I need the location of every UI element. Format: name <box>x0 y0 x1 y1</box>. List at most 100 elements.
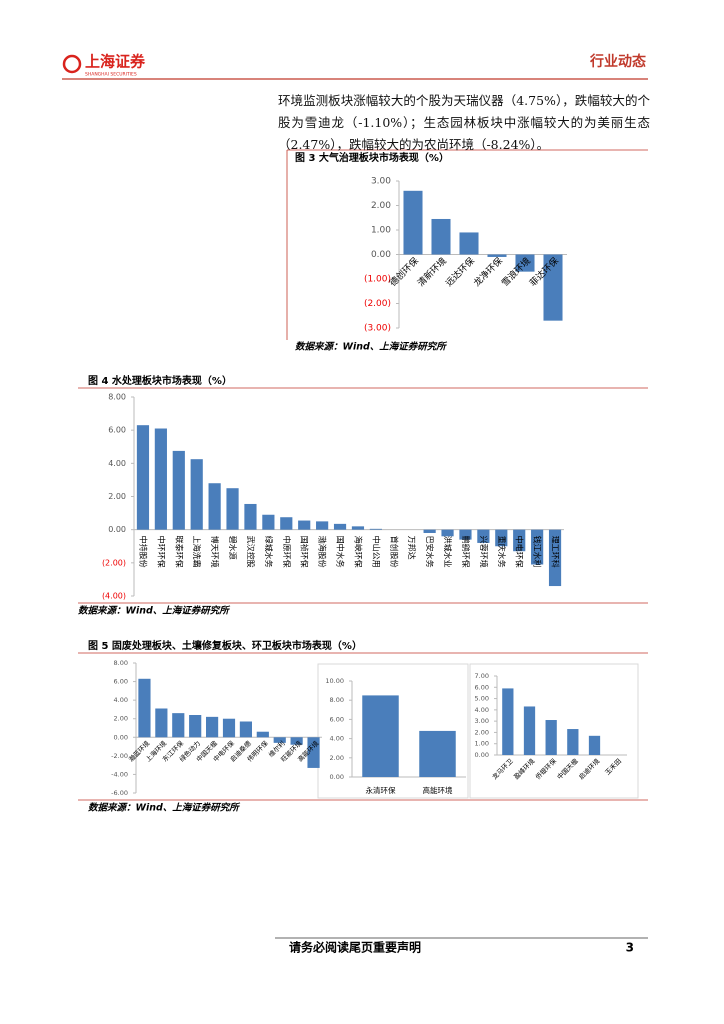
bar <box>403 190 423 255</box>
bar <box>226 488 239 530</box>
x-tick-label: 首创股份 <box>389 536 399 568</box>
x-tick-label: 龙净环保 <box>471 255 505 289</box>
section-title: 行业动态 <box>589 53 646 70</box>
x-tick-label: 联泰环保 <box>174 536 184 568</box>
logo-text: 上海证券 <box>85 53 146 71</box>
y-tick-label: 3.00 <box>371 177 391 187</box>
y-tick-label: 1.00 <box>371 226 391 236</box>
x-tick-label: 国祯环保 <box>300 536 310 568</box>
y-tick-label: 6.00 <box>475 683 489 691</box>
bar <box>298 520 311 530</box>
bar <box>459 529 472 540</box>
bar <box>190 459 203 530</box>
x-tick-label: 国中水务 <box>336 536 346 568</box>
x-tick-label: 洪城水业 <box>443 536 453 568</box>
x-tick-label: 上海洗霸 <box>192 536 202 568</box>
y-tick-label: 4.00 <box>475 706 489 714</box>
bar <box>206 716 219 738</box>
bar <box>477 529 490 543</box>
x-tick-label: 碧水源 <box>228 536 238 560</box>
y-tick-label: 0.00 <box>114 733 128 741</box>
y-tick-label: 2.00 <box>114 715 128 723</box>
bar <box>543 254 563 321</box>
y-tick-label: 8.00 <box>108 393 126 402</box>
logo-icon <box>62 54 82 74</box>
y-tick-label: (2.00) <box>102 558 126 567</box>
y-tick-label: -4.00 <box>111 770 128 778</box>
figure-title: 图 4 水处理板块市场表现（%） <box>88 374 232 387</box>
x-tick-label: 盈峰环境 <box>512 756 537 781</box>
y-tick-label: 0.00 <box>108 525 126 534</box>
page-number: 3 <box>626 941 634 955</box>
bar <box>154 428 167 530</box>
x-tick-label: 中电环保 <box>515 536 525 568</box>
y-tick-label: 6.00 <box>108 426 126 435</box>
y-tick-label: 0.00 <box>371 250 391 260</box>
bar <box>351 526 365 530</box>
x-tick-label: 德创环保 <box>387 255 421 289</box>
x-tick-label: 启迪环境 <box>577 756 602 781</box>
bar <box>256 731 269 738</box>
bar <box>316 521 329 530</box>
y-tick-label: (2.00) <box>364 299 391 309</box>
y-tick-label: (1.00) <box>364 275 391 285</box>
bar <box>495 529 508 547</box>
bar <box>567 729 579 755</box>
bar <box>290 737 303 745</box>
bar <box>545 720 557 755</box>
y-tick-label: 4.00 <box>330 735 344 743</box>
bar <box>523 706 536 755</box>
x-tick-label: 重庆水务 <box>497 536 507 568</box>
x-tick-label: 绿城水务 <box>264 536 274 568</box>
figure-source: 数据来源：Wind、上海证券研究所 <box>295 341 448 353</box>
bar <box>208 483 221 530</box>
x-tick-label: 兴蓉环境 <box>479 536 489 568</box>
bar <box>222 718 236 738</box>
bar <box>588 735 601 755</box>
disclaimer: 请务必阅读尾页重要声明 <box>289 940 421 955</box>
x-tick-label: 武汉控股 <box>246 536 256 568</box>
y-tick-label: 2.00 <box>108 492 126 501</box>
bar <box>423 529 436 533</box>
bar <box>419 730 456 777</box>
bar <box>244 503 257 530</box>
x-tick-label: 龙马环卫 <box>490 756 515 781</box>
x-tick-label: 永清环保 <box>366 785 396 795</box>
body-paragraph: 环境监测板块涨幅较大的个股为天瑞仪器（4.75%），跌幅较大的个股为雪迪龙（-1… <box>278 93 650 152</box>
x-tick-label: 玉禾田 <box>604 757 623 776</box>
y-tick-label: 6.00 <box>330 715 344 723</box>
y-tick-label: -6.00 <box>111 789 128 797</box>
bar <box>138 678 151 738</box>
bar <box>369 528 382 530</box>
y-tick-label: 2.00 <box>371 201 391 211</box>
bar <box>513 529 526 552</box>
y-tick-label: 8.00 <box>330 696 344 704</box>
y-tick-label: 7.00 <box>475 672 489 680</box>
figure-source: 数据来源：Wind、上海证券研究所 <box>78 605 231 617</box>
bar <box>136 425 150 530</box>
x-tick-label: 中持股份 <box>138 536 148 568</box>
x-tick-label: 中环环保 <box>156 536 166 568</box>
x-tick-label: 理工环科 <box>551 536 561 568</box>
bar <box>172 713 185 738</box>
y-tick-label: 2.00 <box>475 728 489 736</box>
bar <box>155 708 168 738</box>
x-tick-label: 侨银环保 <box>533 756 558 781</box>
chart-frame <box>317 663 469 799</box>
x-tick-label: 中原环保 <box>282 536 292 568</box>
y-tick-label: 0.00 <box>475 751 489 759</box>
bar <box>307 737 320 768</box>
bar <box>262 514 275 530</box>
bar <box>431 218 451 255</box>
x-tick-label: 渤海股份 <box>318 536 328 568</box>
y-tick-label: 4.00 <box>114 696 128 704</box>
y-tick-label: 8.00 <box>114 659 128 667</box>
bar <box>441 529 454 537</box>
x-tick-label: 巴安水务 <box>425 536 435 568</box>
x-tick-label: 中国天楹 <box>555 756 580 781</box>
bar <box>531 529 544 565</box>
y-tick-label: 4.00 <box>108 459 126 468</box>
x-tick-label: 博天环境 <box>210 536 220 568</box>
x-tick-label: 清新环境 <box>415 255 449 289</box>
figure-title: 图 3 大气治理板块市场表现（%） <box>295 151 449 164</box>
